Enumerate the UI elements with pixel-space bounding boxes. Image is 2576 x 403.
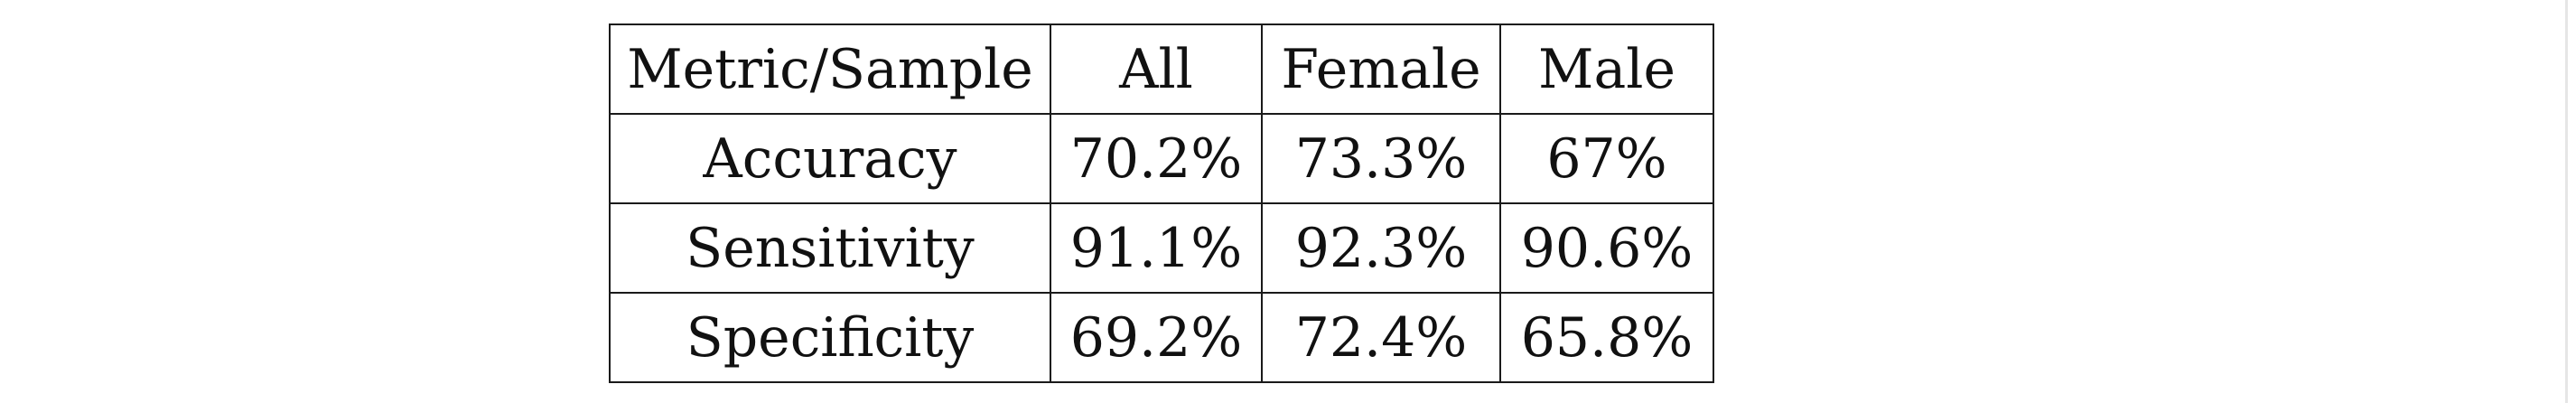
table-cell: 70.2% <box>1050 113 1263 204</box>
row-label-accuracy: Accuracy <box>609 113 1051 204</box>
metrics-table: Metric/Sample All Female Male Accuracy 7… <box>609 23 1714 383</box>
page-edge-rule <box>2565 0 2568 403</box>
table-row: Accuracy 70.2% 73.3% 67% <box>609 113 1714 204</box>
table-cell: 72.4% <box>1261 292 1501 383</box>
table-row: Specificity 69.2% 72.4% 65.8% <box>609 292 1714 383</box>
table-header-row: Metric/Sample All Female Male <box>609 23 1714 115</box>
header-cell-all: All <box>1050 23 1263 115</box>
header-cell-female: Female <box>1261 23 1501 115</box>
row-label-sensitivity: Sensitivity <box>609 202 1051 294</box>
table-cell: 67% <box>1499 113 1714 204</box>
table-cell: 65.8% <box>1499 292 1714 383</box>
header-cell-metric-sample: Metric/Sample <box>609 23 1051 115</box>
table-cell: 73.3% <box>1261 113 1501 204</box>
table-cell: 69.2% <box>1050 292 1263 383</box>
table-row: Sensitivity 91.1% 92.3% 90.6% <box>609 202 1714 294</box>
header-cell-male: Male <box>1499 23 1714 115</box>
row-label-specificity: Specificity <box>609 292 1051 383</box>
table-cell: 90.6% <box>1499 202 1714 294</box>
table-cell: 92.3% <box>1261 202 1501 294</box>
table-cell: 91.1% <box>1050 202 1263 294</box>
